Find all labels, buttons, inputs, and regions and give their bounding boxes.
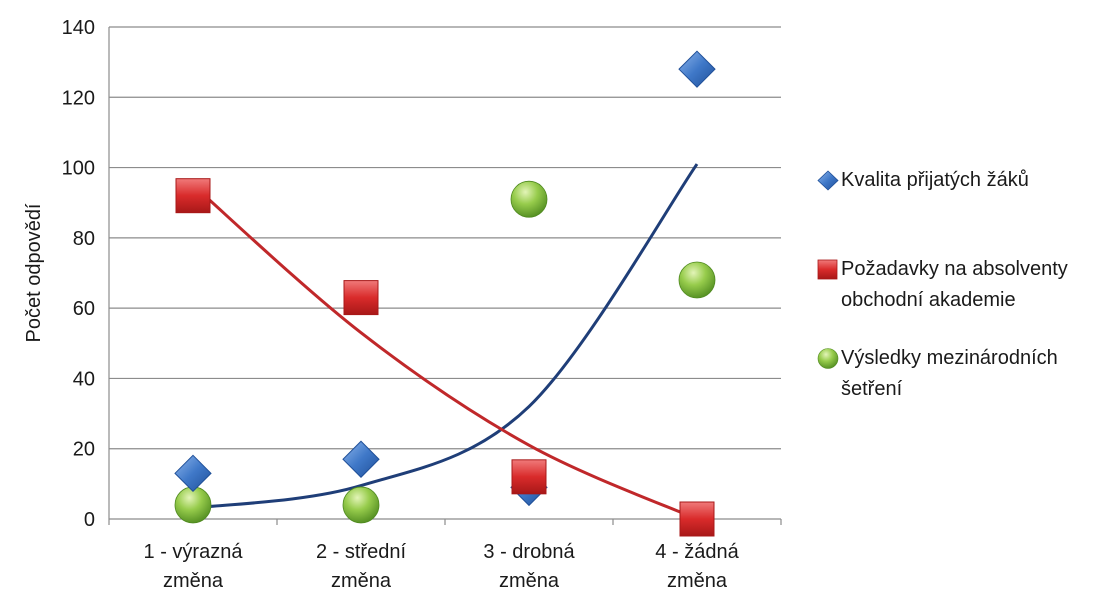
legend-item-vysledky: Výsledky mezinárodních šetření: [815, 343, 1058, 405]
circle-icon: [815, 343, 841, 374]
data-point-circle: [510, 180, 548, 218]
data-point-square: [511, 459, 547, 495]
y-tick-label: 40: [73, 368, 95, 390]
x-tick-label: 4 - žádná změna: [655, 541, 739, 592]
legend-item-pozadavky: Požadavky na absolventy obchodní akademi…: [815, 254, 1068, 316]
legend-item-kvalita: Kvalita přijatých žáků: [815, 165, 1029, 196]
square-icon: [815, 254, 841, 285]
legend-label: Výsledky mezinárodních šetření: [841, 347, 1058, 400]
data-point-diamond: [174, 454, 212, 493]
y-tick-label: 120: [62, 87, 95, 109]
data-point-circle: [342, 486, 380, 524]
y-tick-label: 20: [73, 439, 95, 461]
y-axis-title: Počet odpovědí: [23, 203, 45, 342]
x-tick-label: 1 - výrazná změna: [144, 541, 244, 592]
y-tick-label: 60: [73, 298, 95, 320]
y-tick-label: 140: [62, 17, 95, 39]
x-tick-label: 2 - střední změna: [316, 541, 406, 592]
trendline: [192, 184, 698, 521]
legend-label: Požadavky na absolventy obchodní akademi…: [841, 258, 1068, 311]
data-point-square: [679, 501, 715, 537]
trendline: [192, 163, 699, 510]
data-point-diamond: [342, 440, 380, 478]
data-point-circle: [174, 486, 212, 524]
legend-label: Kvalita přijatých žáků: [841, 169, 1029, 191]
y-tick-label: 80: [73, 228, 95, 250]
data-point-square: [175, 178, 211, 214]
diamond-icon: [815, 165, 841, 196]
data-point-circle: [678, 261, 716, 299]
y-tick-label: 0: [84, 509, 95, 531]
data-point-square: [343, 280, 379, 316]
data-point-diamond: [678, 50, 716, 88]
x-tick-label: 3 - drobná změna: [483, 541, 575, 592]
y-tick-label: 100: [62, 158, 95, 180]
